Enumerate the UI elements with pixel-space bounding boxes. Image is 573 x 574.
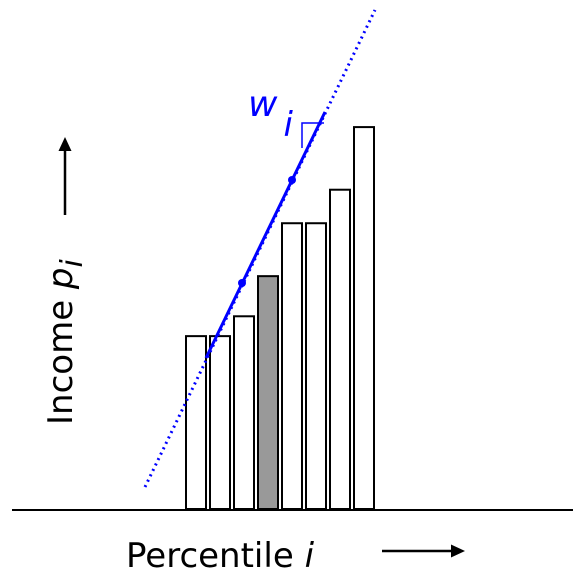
bar <box>305 222 327 510</box>
histogram-bars <box>185 126 375 511</box>
slope-line-solid <box>204 111 327 359</box>
line-point <box>288 176 296 184</box>
line-point <box>238 279 246 287</box>
y-axis-label: Income pi <box>41 258 90 425</box>
highlighted-bar <box>257 275 279 511</box>
bar <box>233 315 255 510</box>
x-axis-variable: i <box>305 536 315 574</box>
bar <box>353 126 375 511</box>
y-axis-variable: p <box>41 267 81 290</box>
y-axis-subscript: i <box>55 258 90 267</box>
bar <box>281 222 303 510</box>
bar <box>185 335 207 510</box>
bar <box>209 335 231 510</box>
bar <box>329 188 351 510</box>
x-axis-label: Percentile i <box>126 536 315 574</box>
x-axis-arrow-icon <box>382 544 465 558</box>
y-axis-arrow-icon <box>58 137 72 215</box>
slope-triangle <box>301 122 324 148</box>
slope-label-subscript: i <box>283 105 293 145</box>
